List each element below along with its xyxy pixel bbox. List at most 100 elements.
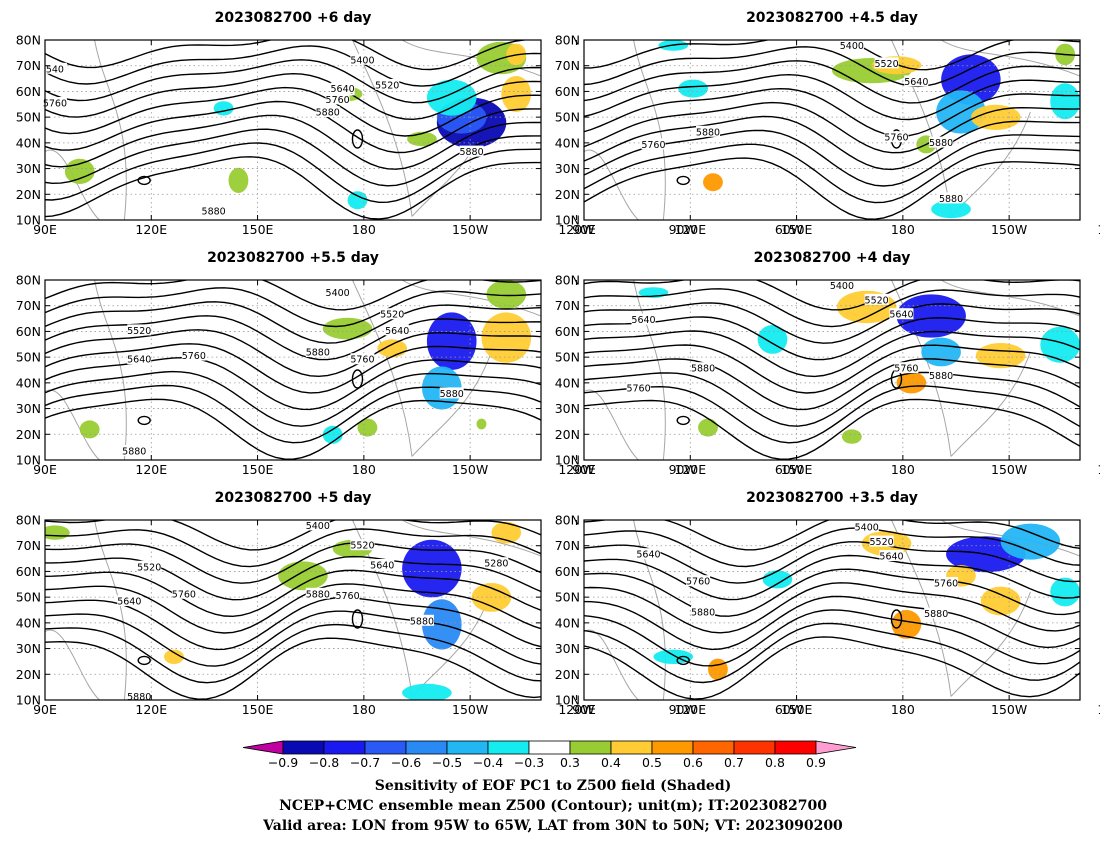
contour-label: 5880 [440, 389, 464, 400]
axes: 90E 120E 150E 180 150W 120W 90W 60W 10N 20N 30N 40N… [555, 513, 1100, 718]
lon-tick-label: 120E [674, 222, 706, 237]
plot-frame [44, 279, 542, 461]
map-panel-1: 5400552056405760588058805640576058805409… [16, 10, 803, 237]
map-panel-5: 5400 5520 5640 5760 5880 5280 5880 5520 5640 5760… [16, 490, 803, 717]
colorbar-label: −0.3 [514, 755, 544, 770]
lon-tick-label: 150W [991, 462, 1027, 477]
colorbar-label: −0.4 [473, 755, 503, 770]
colorbar-boxes [242, 740, 857, 755]
colorbar-box [569, 740, 612, 755]
lat-tick-label: 40N [555, 375, 580, 390]
contour-label: 5880 [459, 147, 483, 158]
lon-tick-label: 150W [452, 702, 488, 717]
contour-labels: 5400 5520 5640 5760 5880 5880 5880 5520 5640 5760 [122, 286, 464, 458]
lon-tick-label: 180 [352, 702, 376, 717]
lat-tick-label: 10N [16, 453, 41, 468]
map-panel-2: 5400 5520 5640 5760 5880 5880 5880 5760 90E 120E 1… [555, 10, 1100, 237]
contour-label: 5760 [43, 99, 67, 110]
panel-title: 2023082700 +3.5 day [746, 490, 918, 506]
lat-tick-label: 70N [16, 58, 41, 73]
lon-tick-label: 90E [33, 462, 57, 477]
contour-label: 5520 [865, 295, 889, 306]
gridlines [45, 520, 541, 700]
lon-tick-label: 150W [452, 462, 488, 477]
panel-title: 2023082700 +4 day [754, 250, 911, 266]
lon-tick-label: 120E [674, 462, 706, 477]
colorbar-labels: −0.9 −0.8 −0.7 −0.6 −0.5 −0.4 −0.3 0.3 0.4 0.5 0.6… [268, 755, 826, 770]
lat-tick-label: 20N [16, 187, 41, 202]
colorbar-box [282, 740, 325, 755]
axes: 90E 120E 150E 180 150W 120W 90W 60W 10N 20N 30N 40N… [555, 273, 1100, 478]
colorbar-box [651, 740, 694, 755]
colorbar: −0.9 −0.8 −0.7 −0.6 −0.5 −0.4 −0.3 0.3 0.4 0.5 0.6… [242, 740, 857, 770]
contour-label: 5880 [410, 616, 434, 627]
lon-tick-label: 120W [558, 462, 594, 477]
caption-line-3: Valid area: LON from 95W to 65W, LAT fro… [262, 818, 843, 834]
contour-label: 5880 [202, 207, 226, 218]
contour-labels: 5400 5520 5640 5760 5880 5880 5880 5760 [641, 39, 963, 205]
lat-tick-label: 20N [16, 667, 41, 682]
contour-label: 5880 [691, 364, 715, 375]
lon-tick-label: 180 [891, 702, 915, 717]
lat-tick-label: 10N [16, 693, 41, 708]
colorbar-box [774, 740, 817, 755]
colorbar-label: −0.9 [268, 755, 298, 770]
lon-tick-label: 90E [572, 222, 596, 237]
lat-tick-label: 80N [555, 33, 580, 48]
lon-tick-label: 90E [33, 222, 57, 237]
lat-tick-label: 10N [555, 213, 580, 228]
lon-tick-label: 90W [669, 702, 697, 717]
contour-label: 5880 [122, 447, 146, 458]
contour-label: 5760 [641, 140, 665, 151]
lat-tick-label: 70N [16, 538, 41, 553]
contour-label: 5400 [855, 523, 879, 534]
lon-tick-label: 180 [891, 462, 915, 477]
lat-tick-label: 40N [555, 615, 580, 630]
lat-tick-label: 70N [555, 58, 580, 73]
contour-label: 5520 [874, 59, 898, 70]
axes: 90E 120E 150E 180 150W 120W 90W 60W 10N 20N 30N 40N… [16, 513, 803, 718]
contour-label: 5760 [894, 364, 918, 375]
lat-tick-label: 80N [555, 273, 580, 288]
lon-tick-label: 150W [452, 222, 488, 237]
contour-label: 5520 [870, 537, 894, 548]
lat-tick-label: 80N [555, 513, 580, 528]
contour-label: 5280 [484, 559, 508, 570]
contour-labels: 5400 5520 5640 5760 5880 5280 5880 5520 5640 5760… [117, 519, 508, 703]
plot-frame [583, 279, 1081, 461]
z500-contours [584, 280, 1080, 460]
panel-title: 2023082700 +5.5 day [207, 250, 379, 266]
z500-contours [45, 280, 541, 460]
z500-contours [584, 520, 1080, 700]
colorbar-label: 0.4 [601, 755, 621, 770]
lon-tick-label: 120W [558, 702, 594, 717]
lat-tick-label: 30N [16, 161, 41, 176]
lat-tick-label: 10N [555, 693, 580, 708]
lat-tick-label: 40N [16, 615, 41, 630]
contour-label: 5880 [696, 127, 720, 138]
lat-tick-label: 20N [555, 427, 580, 442]
contour-label: 5640 [331, 84, 355, 95]
plot-background [45, 520, 541, 700]
contour-label: 5760 [335, 591, 359, 602]
lat-tick-label: 30N [555, 161, 580, 176]
contour-label: 5760 [626, 384, 650, 395]
contour-label: 5520 [127, 326, 151, 337]
lat-tick-label: 50N [16, 110, 41, 125]
lat-tick-label: 50N [16, 350, 41, 365]
contour-label: 5880 [939, 194, 963, 205]
lon-tick-label: 120E [135, 222, 167, 237]
contour-label: 5400 [840, 41, 864, 52]
lon-tick-label: 120W [1097, 462, 1100, 477]
contour-label: 5760 [686, 577, 710, 588]
colorbar-label: 0.5 [642, 755, 662, 770]
lon-tick-label: 120W [1097, 702, 1100, 717]
lat-tick-label: 40N [555, 135, 580, 150]
lat-tick-label: 20N [555, 187, 580, 202]
contour-label: 5880 [127, 692, 151, 703]
lon-tick-label: 180 [891, 222, 915, 237]
colorbar-box [692, 740, 735, 755]
colorbar-box [528, 740, 571, 755]
contour-label: 5400 [350, 55, 374, 66]
caption-line-1: Sensitivity of EOF PC1 to Z500 field (Sh… [375, 778, 731, 794]
